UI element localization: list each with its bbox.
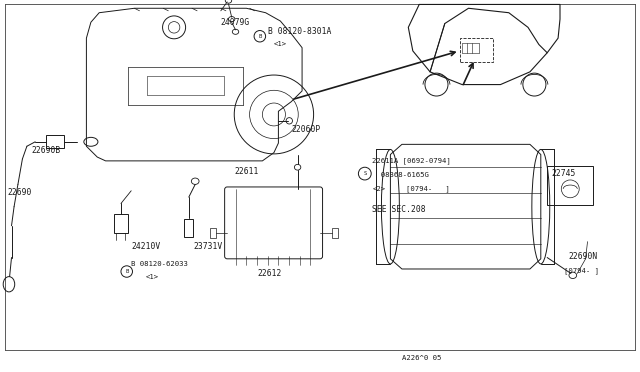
Text: 24210V: 24210V [131,241,161,251]
Text: 22690N: 22690N [568,252,598,261]
Text: 22060P: 22060P [291,125,321,134]
Text: 08368-6165G: 08368-6165G [372,172,429,178]
Text: <1>: <1> [274,41,287,47]
Text: 24079G: 24079G [221,18,250,27]
Bar [210,228,216,238]
Bar [332,228,338,238]
Text: S: S [363,171,367,176]
Text: 22611A [0692-0794]: 22611A [0692-0794] [372,157,451,164]
Text: 22745: 22745 [552,169,576,178]
Text: 23731V: 23731V [193,241,223,251]
Bar [547,166,593,205]
Text: [0794-   ]: [0794- ] [406,186,450,192]
Text: <1>: <1> [146,274,159,280]
Bar [46,135,64,148]
Bar [184,219,193,237]
Bar [114,214,128,233]
Text: B 08120-8301A: B 08120-8301A [268,27,331,36]
Text: 22690B: 22690B [31,146,61,155]
Text: 22611: 22611 [234,167,259,176]
Text: [0794- ]: [0794- ] [564,267,600,274]
Text: SEE SEC.208: SEE SEC.208 [372,205,426,214]
Text: <2>: <2> [372,186,386,192]
Text: B 08120-62033: B 08120-62033 [131,261,188,267]
Text: 22612: 22612 [258,269,282,278]
Bar [460,38,493,62]
Text: A226^0 05: A226^0 05 [402,355,442,361]
Text: B: B [125,269,129,274]
Text: B: B [258,34,262,39]
Text: 22690: 22690 [8,188,32,197]
